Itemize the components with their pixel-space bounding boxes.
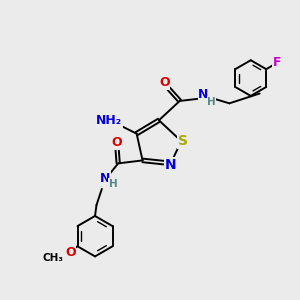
Text: H: H [207,97,216,106]
Text: S: S [178,134,188,148]
Text: NH₂: NH₂ [96,114,122,127]
Text: H: H [109,178,118,189]
Text: O: O [159,76,169,89]
Text: O: O [111,136,122,149]
Text: N: N [198,88,209,101]
Text: F: F [273,56,281,69]
Text: N: N [100,172,110,185]
Text: CH₃: CH₃ [42,253,63,263]
Text: N: N [165,158,177,172]
Text: O: O [65,247,76,260]
